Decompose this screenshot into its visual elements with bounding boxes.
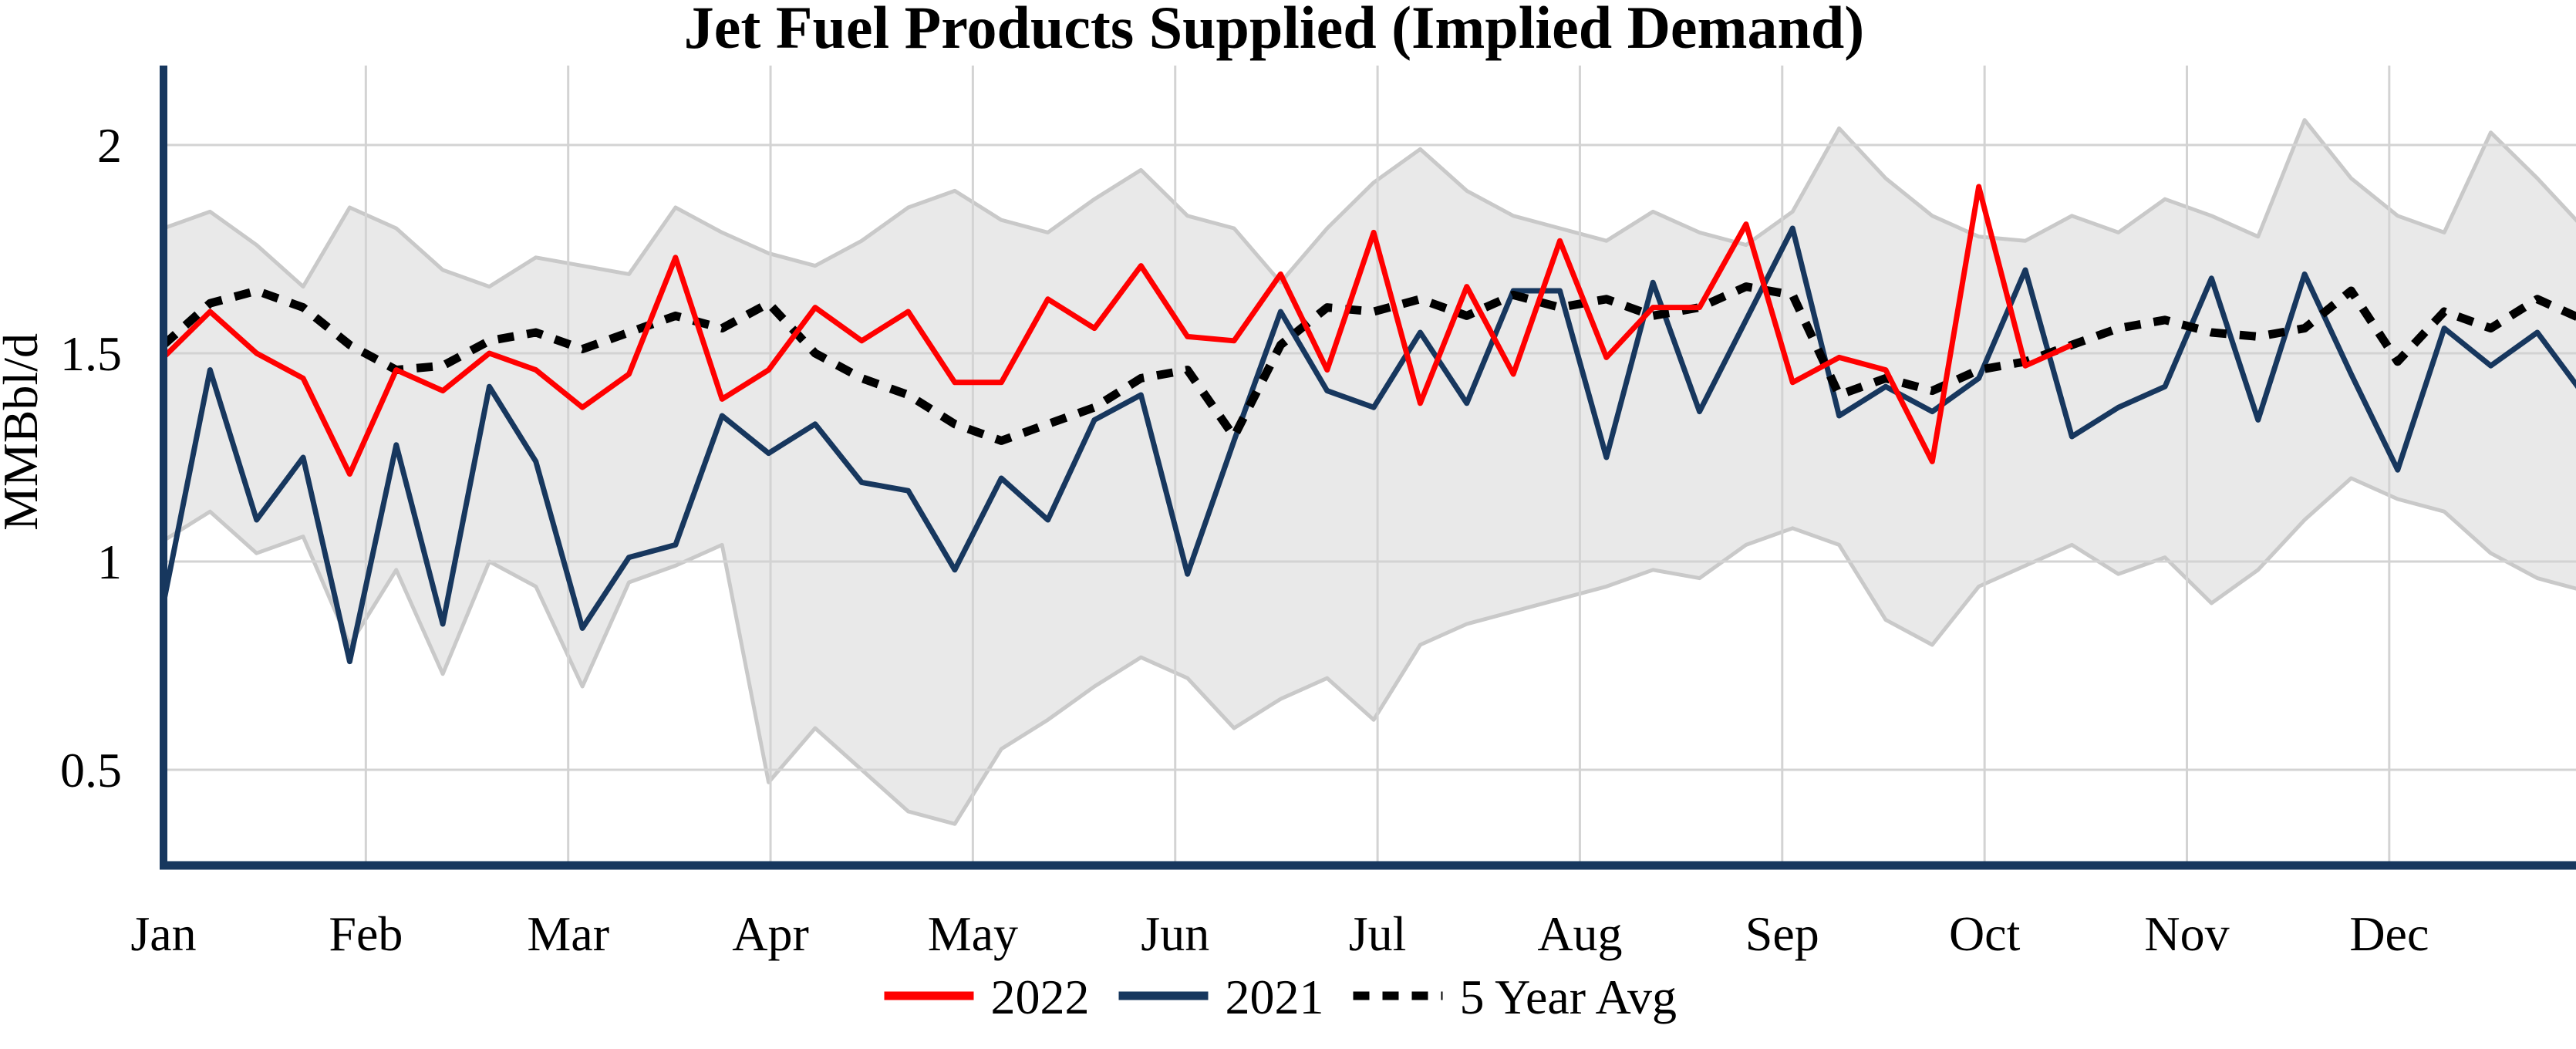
y-tick-1.5: 1.5 — [60, 326, 122, 381]
x-tick-May: May — [928, 906, 1018, 961]
legend-label-2022: 2022 — [991, 970, 1090, 1024]
axis-labels: 2 1.5 1 0.5 Jan Feb Mar Apr May Jun Jul Aug Sep Oct No… — [60, 118, 2429, 961]
y-axis-label: MMBbl/d — [0, 333, 48, 531]
series-lines — [160, 184, 2576, 665]
line-5-year-avg — [160, 282, 2576, 445]
x-tick-Apr: Apr — [732, 906, 809, 961]
y-tick-2: 2 — [97, 118, 122, 173]
x-tick-Jul: Jul — [1349, 906, 1407, 961]
legend: 2022 2021 5 Year Avg — [884, 970, 1677, 1024]
x-tick-Feb: Feb — [329, 906, 403, 961]
y-tick-1: 1 — [97, 535, 122, 589]
legend-item-2021: 2021 — [1118, 970, 1324, 1024]
five-year-range-fill — [164, 120, 2576, 825]
line-2021 — [160, 225, 2576, 665]
five-year-range-bottom-edge — [162, 476, 2576, 826]
axes — [160, 66, 2576, 870]
line-2022 — [161, 184, 2073, 477]
x-tick-Nov: Nov — [2144, 906, 2229, 961]
x-tick-Jan: Jan — [130, 906, 196, 961]
x-tick-Dec: Dec — [2349, 906, 2429, 961]
x-tick-Jun: Jun — [1141, 906, 1209, 961]
x-tick-Aug: Aug — [1537, 906, 1622, 961]
legend-label-2021: 2021 — [1226, 970, 1324, 1024]
five-year-range-band — [162, 118, 2576, 826]
x-tick-Sep: Sep — [1745, 906, 1819, 961]
legend-item-5-year-avg: 5 Year Avg — [1353, 970, 1677, 1024]
chart-title: Jet Fuel Products Supplied (Implied Dema… — [684, 0, 1865, 61]
legend-item-2022: 2022 — [884, 970, 1090, 1024]
y-tick-0.5: 0.5 — [60, 743, 122, 798]
x-tick-Mar: Mar — [527, 906, 609, 961]
five-year-range-top-edge — [163, 118, 2576, 289]
x-tick-Oct: Oct — [1949, 906, 2021, 961]
legend-label-5-year-avg: 5 Year Avg — [1460, 970, 1677, 1024]
